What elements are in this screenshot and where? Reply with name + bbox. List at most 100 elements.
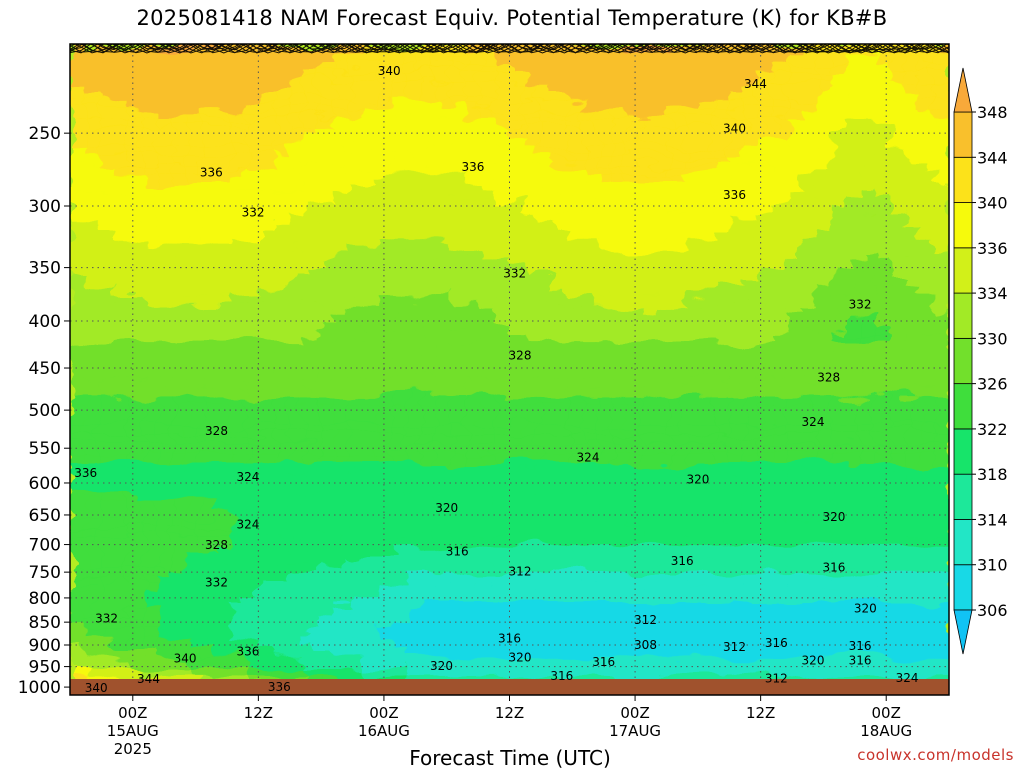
field-cell xyxy=(436,313,452,324)
field-cell xyxy=(787,323,804,334)
field-cell xyxy=(363,118,379,129)
field-cell xyxy=(157,536,174,548)
field-cell xyxy=(626,555,643,566)
field-cell xyxy=(363,378,379,390)
field-cell xyxy=(553,71,570,83)
field-cell xyxy=(846,509,863,520)
field-cell xyxy=(538,462,555,473)
field-cell xyxy=(289,239,306,250)
field-cell xyxy=(656,518,672,529)
field-cell xyxy=(670,304,687,315)
colorbar-segment xyxy=(953,564,973,611)
field-cell xyxy=(377,555,394,566)
field-cell xyxy=(641,509,658,520)
field-cell xyxy=(861,462,877,473)
field-cell xyxy=(128,230,145,241)
field-cell xyxy=(890,81,907,92)
field-cell xyxy=(568,230,584,241)
field-cell xyxy=(231,509,247,520)
field-cell xyxy=(333,471,350,483)
field-cell xyxy=(641,127,658,138)
field-cell xyxy=(377,657,394,669)
field-cell xyxy=(70,267,86,278)
field-cell xyxy=(831,350,848,362)
field-cell xyxy=(670,127,687,138)
field-cell xyxy=(201,137,218,148)
field-cell xyxy=(919,416,936,427)
field-cell xyxy=(875,276,892,287)
field-cell xyxy=(114,90,130,101)
field-cell xyxy=(245,211,262,222)
field-cell xyxy=(685,341,701,352)
field-cell xyxy=(363,62,379,73)
field-cell xyxy=(494,295,511,306)
field-cell xyxy=(172,648,189,659)
field-cell xyxy=(275,406,291,417)
field-cell xyxy=(157,332,174,343)
field-cell xyxy=(421,583,438,594)
field-cell xyxy=(319,220,335,231)
field-cell xyxy=(143,406,159,417)
field-cell xyxy=(656,313,672,324)
field-cell xyxy=(714,276,731,287)
field-cell xyxy=(538,71,555,83)
field-cell xyxy=(480,285,496,297)
field-cell xyxy=(333,481,350,492)
field-cell xyxy=(348,555,365,566)
field-cell xyxy=(333,220,350,231)
field-cell xyxy=(773,425,789,436)
field-cell xyxy=(553,509,570,520)
field-cell xyxy=(114,239,130,250)
field-cell xyxy=(626,137,643,148)
field-cell xyxy=(421,406,438,417)
field-cell xyxy=(304,509,321,520)
field-cell xyxy=(524,248,540,259)
colorbar-segment xyxy=(953,111,973,158)
field-cell xyxy=(480,667,496,678)
field-cell xyxy=(84,499,101,510)
field-cell xyxy=(612,583,628,594)
field-cell xyxy=(861,164,877,176)
field-cell xyxy=(406,285,423,297)
field-cell xyxy=(231,313,247,324)
field-cell xyxy=(626,109,643,120)
field-cell xyxy=(670,602,687,613)
field-cell xyxy=(582,109,599,120)
field-cell xyxy=(509,462,526,473)
field-cell xyxy=(524,639,540,650)
field-cell xyxy=(714,211,731,222)
field-cell xyxy=(743,555,760,566)
field-cell xyxy=(99,481,115,492)
field-cell xyxy=(773,462,789,473)
field-cell xyxy=(597,90,614,101)
field-cell xyxy=(641,564,658,576)
field-cell xyxy=(714,118,731,129)
field-cell xyxy=(216,509,233,520)
field-cell xyxy=(538,574,555,585)
field-cell xyxy=(656,564,672,576)
field-cell xyxy=(348,499,365,510)
field-cell xyxy=(861,378,877,390)
field-cell xyxy=(743,211,760,222)
field-cell xyxy=(70,230,86,241)
field-cell xyxy=(846,490,863,501)
field-cell xyxy=(392,416,408,427)
field-cell xyxy=(275,332,291,343)
field-cell xyxy=(201,323,218,334)
field-cell xyxy=(436,509,452,520)
field-cell xyxy=(773,388,789,399)
field-cell xyxy=(597,583,614,594)
field-cell xyxy=(509,453,526,464)
field-cell xyxy=(656,164,672,176)
field-cell xyxy=(421,499,438,510)
field-cell xyxy=(905,99,921,111)
field-cell xyxy=(377,667,394,678)
field-cell xyxy=(861,146,877,157)
field-cell xyxy=(553,443,570,455)
field-cell xyxy=(700,295,716,306)
field-cell xyxy=(656,44,672,55)
field-cell xyxy=(817,202,833,213)
field-cell xyxy=(450,471,467,483)
field-cell xyxy=(729,192,745,204)
field-cell xyxy=(905,341,921,352)
